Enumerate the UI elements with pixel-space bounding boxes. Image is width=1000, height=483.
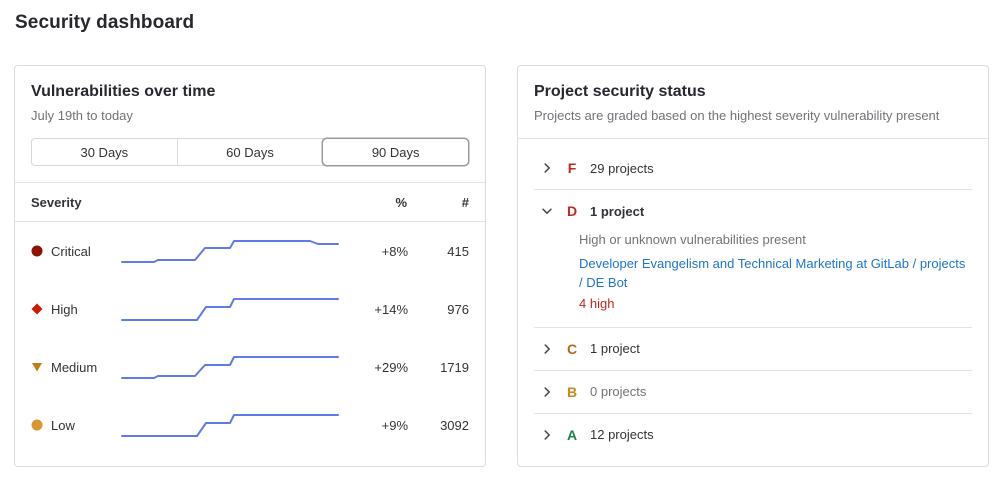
severity-critical-icon xyxy=(31,245,43,257)
grade-count-label: 1 project xyxy=(590,203,645,219)
grade-count-label: 0 projects xyxy=(590,384,647,400)
severity-column-header: Severity xyxy=(31,194,82,210)
vulnerabilities-over-time-panel: Vulnerabilities over time July 19th to t… xyxy=(14,65,486,467)
severity-table-header: Severity % # xyxy=(15,183,485,221)
chevron-right-icon xyxy=(540,161,554,175)
percent-change: +9% xyxy=(381,417,409,433)
grade-letter: B xyxy=(566,383,578,400)
grade-description: High or unknown vulnerabilities present xyxy=(579,232,806,247)
severity-label: Critical xyxy=(51,243,91,259)
percent-column-header: % xyxy=(395,194,407,210)
vulnerability-count-label: 4 high xyxy=(579,295,615,311)
percent-change: +29% xyxy=(374,359,409,375)
low-sparkline-chart xyxy=(121,414,339,437)
grade-count-label: 1 project xyxy=(590,341,640,357)
table-row-critical: Critical +8% 415 xyxy=(31,222,469,280)
table-row-low: Low +9% 3092 xyxy=(31,396,469,454)
table-row-high: High +14% 976 xyxy=(31,280,469,338)
grade-count-label: 12 projects xyxy=(590,427,654,443)
chevron-right-icon xyxy=(540,428,554,442)
grade-row-f[interactable]: F 29 projects xyxy=(534,147,972,189)
range-button-60-days[interactable]: 60 Days xyxy=(177,139,324,165)
count-column-header: # xyxy=(461,194,469,210)
grade-row-c[interactable]: C 1 project xyxy=(534,328,972,370)
date-range-subtitle: July 19th to today xyxy=(31,108,133,123)
panel-title: Vulnerabilities over time xyxy=(31,83,216,100)
chevron-down-icon xyxy=(540,204,554,218)
range-button-90-days[interactable]: 90 Days xyxy=(323,139,469,165)
grade-d-details: High or unknown vulnerabilities present … xyxy=(579,232,966,327)
vulnerability-count: 415 xyxy=(447,243,469,259)
page-title: Security dashboard xyxy=(15,12,195,33)
severity-label: High xyxy=(51,301,78,317)
vulnerability-count: 3092 xyxy=(440,417,469,433)
grading-subtitle: Projects are graded based on the highest… xyxy=(534,108,940,123)
chevron-right-icon xyxy=(540,385,554,399)
grade-letter: C xyxy=(566,340,578,357)
grade-row-d[interactable]: D 1 project xyxy=(534,190,972,232)
percent-change: +14% xyxy=(374,301,409,317)
vulnerability-count: 1719 xyxy=(440,359,469,375)
grade-letter: A xyxy=(566,426,578,443)
day-range-button-group: 30 Days 60 Days 90 Days xyxy=(31,138,469,166)
divider xyxy=(15,182,485,183)
vulnerability-count: 976 xyxy=(447,301,469,317)
grade-count-label: 29 projects xyxy=(590,160,654,176)
range-button-30-days[interactable]: 30 Days xyxy=(32,139,178,165)
divider xyxy=(15,221,485,222)
project-security-status-panel: Project security status Projects are gra… xyxy=(517,65,989,467)
table-row-medium: Medium +29% 1719 xyxy=(31,338,469,396)
grade-row-b[interactable]: B 0 projects xyxy=(534,371,972,413)
severity-low-icon xyxy=(31,419,43,431)
high-sparkline-chart xyxy=(121,298,339,321)
divider xyxy=(518,138,988,139)
grade-letter: F xyxy=(567,160,577,176)
severity-label: Medium xyxy=(51,359,98,375)
severity-label: Low xyxy=(51,417,75,433)
severity-medium-icon xyxy=(31,361,43,373)
percent-change: +8% xyxy=(381,243,409,259)
medium-sparkline-chart xyxy=(121,356,339,379)
project-link[interactable]: Developer Evangelism and Technical Marke… xyxy=(579,256,966,290)
chevron-right-icon xyxy=(540,342,554,356)
severity-high-icon xyxy=(31,303,43,315)
critical-sparkline-chart xyxy=(121,240,339,263)
grade-row-a[interactable]: A 12 projects xyxy=(534,414,972,456)
grade-letter: D xyxy=(566,203,578,219)
panel-title: Project security status xyxy=(534,83,706,100)
